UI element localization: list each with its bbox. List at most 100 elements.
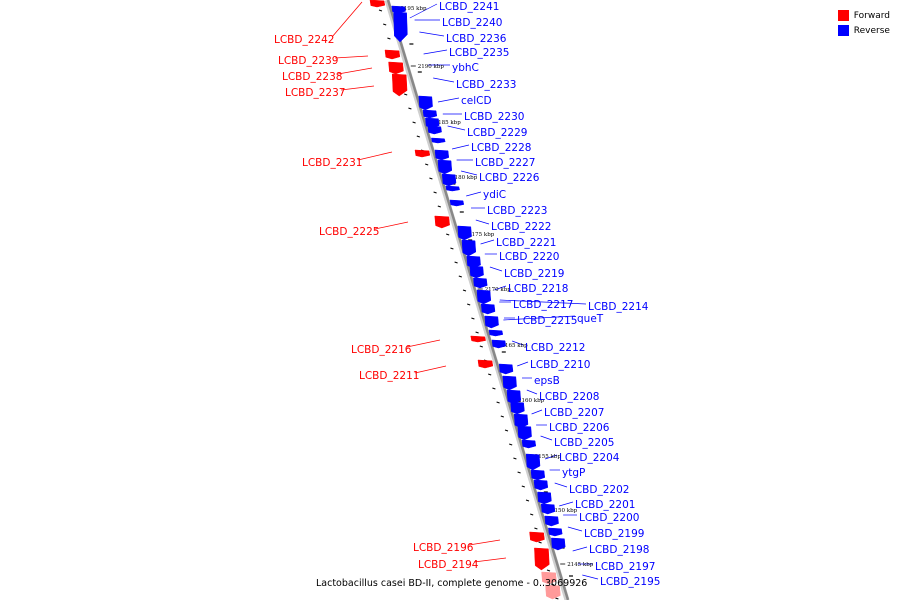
forward-leader-line [473, 557, 507, 563]
minor-tick [538, 541, 542, 544]
reverse-gene-arrow [533, 479, 549, 491]
reverse-gene-label: LCBD_2205 [554, 437, 614, 449]
reverse-gene-label: LCBD_2233 [456, 79, 516, 91]
reverse-gene-label: LCBD_2195 [600, 576, 660, 588]
reverse-gene-label: LCBD_2215 [517, 315, 577, 327]
minor-tick [479, 345, 483, 348]
minor-tick [446, 233, 450, 236]
reverse-gene-label: celCD [461, 95, 492, 107]
forward-leader-line [357, 151, 393, 161]
reverse-gene-label: LCBD_2208 [539, 391, 599, 403]
minor-tick [492, 387, 496, 390]
forward-leader-line [374, 221, 409, 230]
reverse-gene-label: LCBD_2210 [530, 359, 590, 371]
reverse-gene-label: ytgP [562, 467, 585, 479]
forward-gene-arrow [477, 359, 494, 369]
forward-leader-line [414, 365, 447, 374]
scale-ticks: 2195 kbp 2190 kbp 2185 kbp 2180 kbp 2175 kbp… [378, 6, 594, 600]
reverse-gene-label: LCBD_2198 [589, 544, 649, 556]
reverse-leader-line [475, 219, 490, 225]
reverse-gene-label: LCBD_2204 [559, 452, 620, 464]
minor-tick [425, 163, 429, 166]
reverse-leader-line [480, 239, 495, 245]
forward-gene-label: LCBD_2196 [413, 542, 474, 554]
forward-leader-line [340, 85, 375, 91]
legend-reverse-swatch [837, 25, 849, 36]
reverse-gene-arrow [422, 109, 438, 119]
reverse-gene-label: LCBD_2229 [467, 127, 527, 139]
forward-gene-arrow [384, 49, 401, 60]
reverse-gene-arrow [517, 425, 532, 441]
minor-tick [408, 107, 412, 110]
reverse-gene-arrow [473, 277, 488, 289]
reverse-leader-line [409, 3, 438, 19]
forward-leader-line [334, 55, 369, 59]
reverse-leader-line [572, 546, 588, 552]
reverse-gene-label: LCBD_2197 [595, 561, 655, 573]
tick-label: 2150 kbp [551, 508, 578, 514]
reverse-gene-label: queT [577, 313, 604, 325]
minor-tick [429, 177, 433, 180]
forward-gene-label: LCBD_2231 [302, 157, 362, 169]
reverse-leader-line [437, 97, 460, 103]
forward-leader-line [406, 339, 441, 348]
minor-tick [555, 597, 559, 600]
minor-tick [504, 429, 509, 432]
minor-tick [475, 331, 479, 334]
reverse-gene-label: LCBD_2221 [496, 237, 556, 249]
reverse-gene-arrow [544, 515, 559, 527]
reverse-gene-label: epsB [534, 375, 560, 387]
reverse-gene-arrow [510, 401, 525, 415]
reverse-gene-label: LCBD_2201 [575, 499, 635, 511]
minor-tick [521, 485, 525, 488]
gene-labels: LCBD_2242 LCBD_2239 LCBD_2238 LCBD_2237 LCBD… [274, 1, 660, 588]
reverse-gene-arrow [502, 375, 517, 391]
reverse-leader-line [447, 125, 466, 131]
forward-gene-label: LCBD_2216 [351, 344, 412, 356]
minor-tick [378, 9, 383, 12]
reverse-gene-label: LCBD_2218 [508, 283, 568, 295]
reverse-gene-arrow [431, 137, 446, 144]
reverse-gene-arrow [427, 125, 442, 135]
reverse-gene-label: LCBD_2235 [449, 47, 509, 59]
reverse-gene-arrow [437, 159, 453, 175]
reverse-gene-label: LCBD_2223 [487, 205, 547, 217]
forward-gene-arrow [470, 335, 486, 343]
minor-tick [454, 261, 458, 264]
reverse-gene-arrow [393, 11, 408, 43]
minor-tick [433, 191, 437, 194]
reverse-gene-arrow [480, 303, 496, 315]
reverse-gene-label: LCBD_2226 [479, 172, 540, 184]
reverse-gene-label: LCBD_2222 [491, 221, 551, 233]
reverse-leader-line [559, 501, 574, 507]
reverse-gene-label: LCBD_2200 [579, 512, 639, 524]
reverse-leader-line [494, 285, 507, 291]
reverse-leader-line [544, 454, 558, 460]
forward-leader-line [331, 1, 363, 38]
reverse-gene-arrow [530, 469, 546, 481]
minor-tick [530, 513, 534, 516]
reverse-leader-line [461, 170, 478, 176]
reverse-gene-arrow [391, 5, 406, 14]
reverse-leader-line [489, 266, 503, 272]
reverse-gene-arrow [476, 289, 492, 305]
minor-tick [458, 275, 462, 278]
minor-tick [437, 205, 441, 208]
tick-label: 2195 kbp [400, 6, 427, 12]
reverse-gene-label: LCBD_2230 [464, 111, 524, 123]
reverse-gene-label: LCBD_2207 [544, 407, 604, 419]
minor-tick [496, 401, 500, 404]
forward-leader-line [337, 67, 373, 75]
reverse-gene-label: LCBD_2241 [439, 1, 499, 13]
reverse-gene-label: LCBD_2240 [442, 17, 502, 29]
reverse-gene-arrow [484, 315, 499, 329]
legend-forward-swatch [837, 10, 849, 21]
minor-tick [534, 527, 538, 530]
reverse-gene-arrow [513, 413, 529, 429]
tick-label: 2155 kbp [535, 454, 562, 460]
tick-label: 2165 kbp [502, 343, 529, 349]
tick-label: 2185 kbp [435, 120, 462, 126]
legend: Forward Reverse [837, 8, 890, 38]
forward-gene-label: LCBD_2225 [319, 226, 379, 238]
reverse-gene-arrow [540, 503, 556, 515]
